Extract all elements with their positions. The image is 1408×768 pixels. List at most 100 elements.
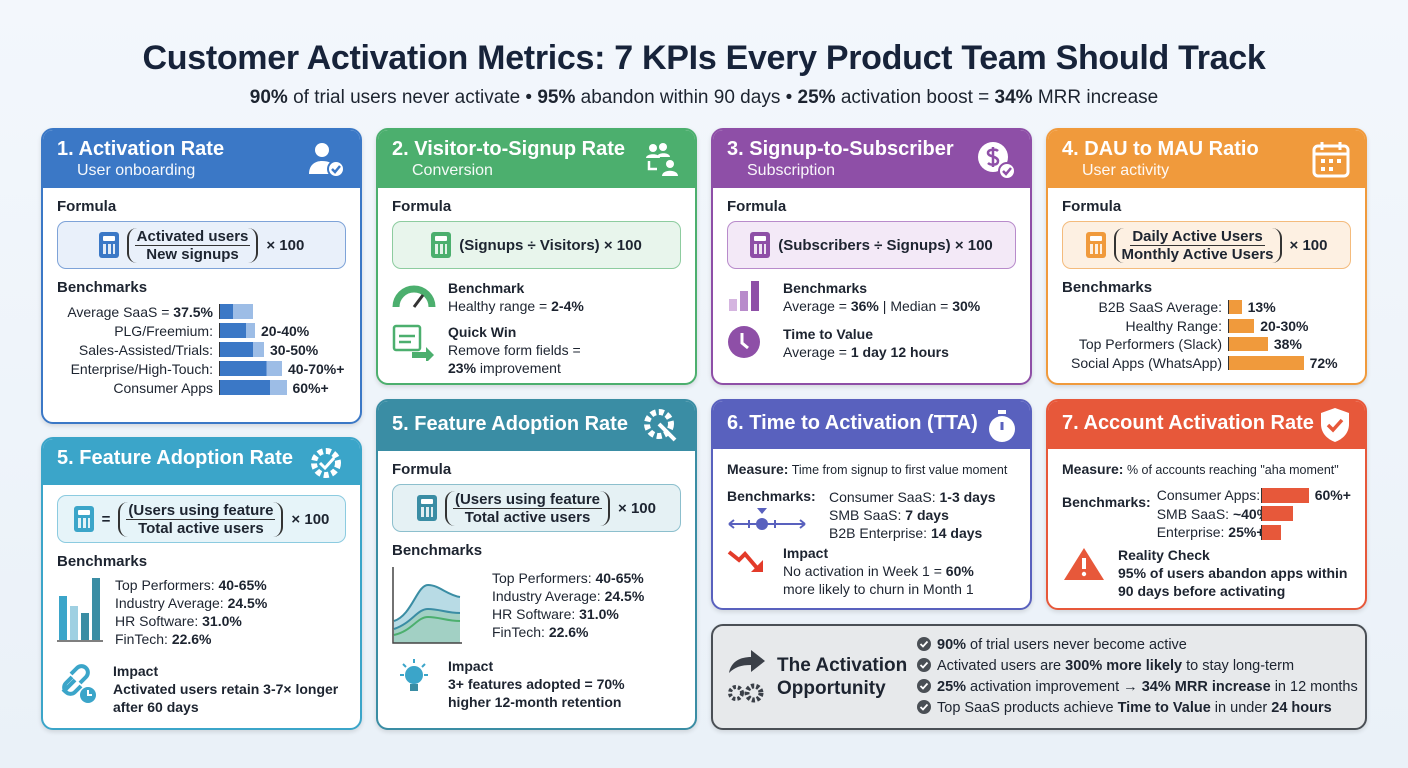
formula-box: (Users using feature Total active users ×… xyxy=(392,484,681,532)
shield-check-icon xyxy=(1321,408,1349,442)
calculator-icon xyxy=(73,506,94,532)
calculator-icon xyxy=(416,495,437,521)
card-subtitle: Conversion xyxy=(412,162,493,179)
check-circle-icon xyxy=(917,637,931,651)
card-visitor-signup: 2. Visitor-to-Signup Rate Conversion For… xyxy=(376,128,697,385)
warning-icon xyxy=(1064,547,1104,580)
benchmark-bar xyxy=(219,323,255,338)
stat-row: Industry Average: 24.5% xyxy=(492,588,645,604)
benchmark-bar xyxy=(1260,506,1293,522)
card-activation-rate: 1. Activation Rate User onboarding Formu… xyxy=(41,128,362,424)
clock-icon xyxy=(728,326,760,358)
benchmark-row: PLG/Freemium: 20-40% xyxy=(114,322,310,339)
check-circle-icon xyxy=(917,700,931,714)
gauge-icon xyxy=(392,285,436,308)
lightbulb-icon xyxy=(400,659,428,691)
bar-chart-icon xyxy=(729,281,759,311)
link-icon xyxy=(61,664,96,703)
area-chart-icon xyxy=(392,567,462,644)
benchmarks-label: Benchmarks xyxy=(57,279,148,296)
page-subtitle: 90% of trial users never activate • 95% … xyxy=(249,87,1159,108)
stat-row: HR Software: 31.0% xyxy=(115,613,242,629)
benchmark-bar xyxy=(1228,355,1304,370)
calendar-icon xyxy=(1312,142,1350,178)
benchmark-bars: B2B SaaS Average: 13% Healthy Range: 20-30%… xyxy=(1062,298,1351,372)
card-dau-mau: 4. DAU to MAU Ratio User activity Formul… xyxy=(1046,128,1367,385)
card-subtitle: User onboarding xyxy=(77,162,196,179)
benchmark-bar xyxy=(1260,524,1281,540)
check-circle-icon xyxy=(917,658,931,672)
benchmark-row: SMB SaaS: ~40% xyxy=(1157,505,1351,524)
formula-label: Formula xyxy=(727,198,787,215)
card-title: 6. Time to Activation (TTA) xyxy=(727,412,978,434)
calculator-icon xyxy=(98,232,119,258)
gear-check-icon xyxy=(311,448,341,478)
benchmark-row: Top Performers (Slack) 38% xyxy=(1078,336,1302,353)
card-account-activation: 7. Account Activation Rate Measure: % of… xyxy=(1046,399,1367,610)
page-title: Customer Activation Metrics: 7 KPIs Ever… xyxy=(142,39,1266,77)
card-signup-subscriber: 3. Signup-to-Subscriber Subscription For… xyxy=(711,128,1032,385)
calculator-icon xyxy=(750,232,771,258)
card-title: 7. Account Activation Rate xyxy=(1062,412,1314,434)
formula-box: (Signups ÷ Visitors) × 100 xyxy=(392,221,681,269)
benchmarks-label: Benchmarks xyxy=(57,553,148,570)
benchmark-row: Consumer SaaS: 1-3 days xyxy=(829,489,996,505)
form-arrow-icon xyxy=(392,324,434,361)
stat-row: FinTech: 22.6% xyxy=(492,624,589,640)
opportunity-item: 25% activation improvement → 34% MRR inc… xyxy=(917,677,1358,698)
opportunity-title-2: Opportunity xyxy=(777,678,886,699)
benchmark-row: Average SaaS = 37.5% xyxy=(57,302,346,321)
benchmark-row: Enterprise: 25%+ xyxy=(1157,523,1351,542)
benchmark-bar xyxy=(219,342,264,357)
stat-row: HR Software: 31.0% xyxy=(492,606,619,622)
card-title: 1. Activation Rate xyxy=(57,138,225,160)
bar-chart-icon xyxy=(57,578,103,642)
benchmark-row: B2B Enterprise: 14 days xyxy=(829,525,983,541)
card-feature-adoption-1: 5. Feature Adoption Rate = (Users using … xyxy=(41,437,362,730)
benchmark-bar xyxy=(219,304,253,319)
user-check-icon xyxy=(309,143,345,178)
benchmarks-label: Benchmarks: xyxy=(1062,494,1151,510)
benchmark-bar xyxy=(219,380,287,395)
formula-box: = (Users using feature Total active users… xyxy=(57,495,346,543)
opportunity-title: The Activation xyxy=(777,655,908,676)
formula-box: Activated users New signups × 100 xyxy=(57,221,346,269)
benchmark-bars: Average SaaS = 37.5% PLG/Freemium: 20-40% S… xyxy=(57,302,346,397)
gear-wrench-icon xyxy=(644,409,677,442)
timeline-icon xyxy=(728,508,806,530)
benchmark-row: Sales-Assisted/Trials: 30-50% xyxy=(78,341,319,358)
benchmark-row: Consumer Apps: 60%+ xyxy=(1156,487,1351,504)
benchmark-row: Healthy Range: 20-30% xyxy=(1125,317,1309,334)
card-title: 3. Signup-to-Subscriber xyxy=(727,138,954,160)
card-title: 5. Feature Adoption Rate xyxy=(392,413,628,435)
benchmark-bar xyxy=(1228,300,1242,315)
users-arrow-icon xyxy=(646,143,678,176)
benchmark-row: Enterprise/High-Touch: 40-70%+ xyxy=(70,360,345,377)
arrow-gears-icon xyxy=(728,650,765,703)
activation-opportunity: The Activation Opportunity 90% of trial u… xyxy=(711,624,1367,730)
benchmark-bar xyxy=(1228,337,1268,352)
formula-label: Formula xyxy=(57,198,117,215)
benchmark-row: SMB SaaS: 7 days xyxy=(829,507,949,523)
card-title: 2. Visitor-to-Signup Rate xyxy=(392,138,625,160)
card-subtitle: Subscription xyxy=(747,162,836,179)
card-subtitle: User activity xyxy=(1082,162,1170,179)
benchmarks-label: Benchmarks xyxy=(392,542,483,559)
calculator-icon xyxy=(431,232,452,258)
opportunity-item: 90% of trial users never become active xyxy=(917,635,1358,656)
benchmark-bar xyxy=(1228,318,1255,333)
stat-row: Industry Average: 24.5% xyxy=(115,595,268,611)
benchmark-bar xyxy=(219,361,282,376)
benchmark-row: Social Apps (WhatsApp) 72% xyxy=(1071,354,1338,371)
stat-row: Top Performers: 40-65% xyxy=(115,577,267,593)
formula-box: Daily Active Users Monthly Active Users ×… xyxy=(1062,221,1351,269)
stat-row: FinTech: 22.6% xyxy=(115,631,212,647)
opportunity-item: Top SaaS products achieve Time to Value … xyxy=(917,698,1358,719)
benchmark-row: Consumer Apps 60%+ xyxy=(113,379,329,396)
dollar-check-icon xyxy=(978,142,1016,180)
formula-box: (Subscribers ÷ Signups) × 100 xyxy=(727,221,1016,269)
card-feature-adoption-2: 5. Feature Adoption Rate Formula (Users … xyxy=(376,399,697,730)
trend-down-icon xyxy=(727,550,763,572)
benchmarks-label: Benchmarks: xyxy=(727,488,816,504)
card-time-to-activation: 6. Time to Activation (TTA) Measure: Tim… xyxy=(711,399,1032,610)
